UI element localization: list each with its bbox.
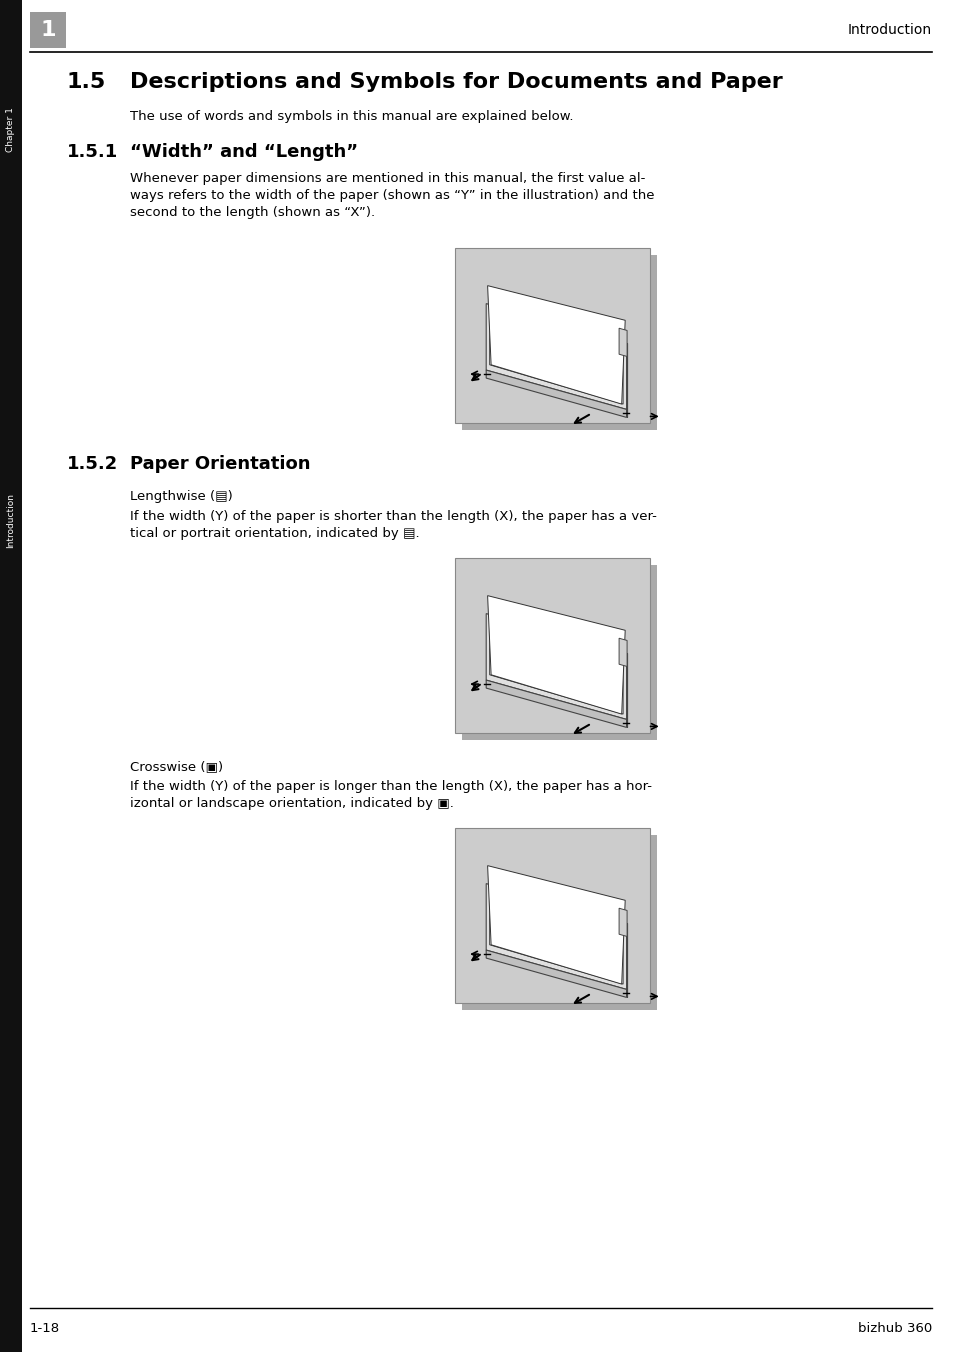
- Text: Paper Orientation: Paper Orientation: [130, 456, 310, 473]
- Text: If the width (Y) of the paper is shorter than the length (X), the paper has a ve: If the width (Y) of the paper is shorter…: [130, 510, 657, 523]
- Text: 1.5.2: 1.5.2: [67, 456, 118, 473]
- Text: 1-18: 1-18: [30, 1322, 60, 1334]
- Bar: [30, 12, 66, 49]
- Text: The use of words and symbols in this manual are explained below.: The use of words and symbols in this man…: [130, 110, 573, 123]
- Text: Lengthwise (▤): Lengthwise (▤): [130, 489, 233, 503]
- Polygon shape: [486, 950, 626, 998]
- Polygon shape: [487, 596, 624, 714]
- Text: izontal or landscape orientation, indicated by ▣.: izontal or landscape orientation, indica…: [130, 796, 454, 810]
- Bar: [461, 256, 657, 430]
- Polygon shape: [486, 304, 626, 410]
- Bar: [455, 247, 649, 423]
- Text: tical or portrait orientation, indicated by ▤.: tical or portrait orientation, indicated…: [130, 527, 419, 539]
- Bar: [461, 565, 657, 740]
- Bar: [455, 827, 649, 1003]
- Bar: [0, 0, 22, 1352]
- Text: 1.5: 1.5: [67, 72, 106, 92]
- Polygon shape: [489, 888, 622, 984]
- Polygon shape: [618, 909, 626, 937]
- Text: 1.5.1: 1.5.1: [67, 143, 118, 161]
- Polygon shape: [489, 619, 622, 714]
- Polygon shape: [489, 308, 622, 404]
- Text: Whenever paper dimensions are mentioned in this manual, the first value al-: Whenever paper dimensions are mentioned …: [130, 172, 644, 185]
- Bar: [461, 836, 657, 1010]
- Polygon shape: [618, 329, 626, 357]
- Text: Introduction: Introduction: [7, 492, 15, 548]
- Text: “Width” and “Length”: “Width” and “Length”: [130, 143, 357, 161]
- Text: Crosswise (▣): Crosswise (▣): [130, 760, 223, 773]
- Text: Descriptions and Symbols for Documents and Paper: Descriptions and Symbols for Documents a…: [130, 72, 781, 92]
- Text: ways refers to the width of the paper (shown as “Y” in the illustration) and the: ways refers to the width of the paper (s…: [130, 189, 654, 201]
- Text: 1: 1: [40, 20, 55, 41]
- Text: Introduction: Introduction: [847, 23, 931, 37]
- Polygon shape: [486, 614, 626, 719]
- Bar: [455, 558, 649, 733]
- Polygon shape: [486, 884, 626, 990]
- Text: second to the length (shown as “X”).: second to the length (shown as “X”).: [130, 206, 375, 219]
- Text: If the width (Y) of the paper is longer than the length (X), the paper has a hor: If the width (Y) of the paper is longer …: [130, 780, 651, 794]
- Polygon shape: [487, 285, 624, 404]
- Polygon shape: [618, 638, 626, 667]
- Text: Chapter 1: Chapter 1: [7, 108, 15, 153]
- Polygon shape: [486, 370, 626, 418]
- Polygon shape: [486, 680, 626, 727]
- Polygon shape: [487, 865, 624, 984]
- Text: bizhub 360: bizhub 360: [857, 1322, 931, 1334]
